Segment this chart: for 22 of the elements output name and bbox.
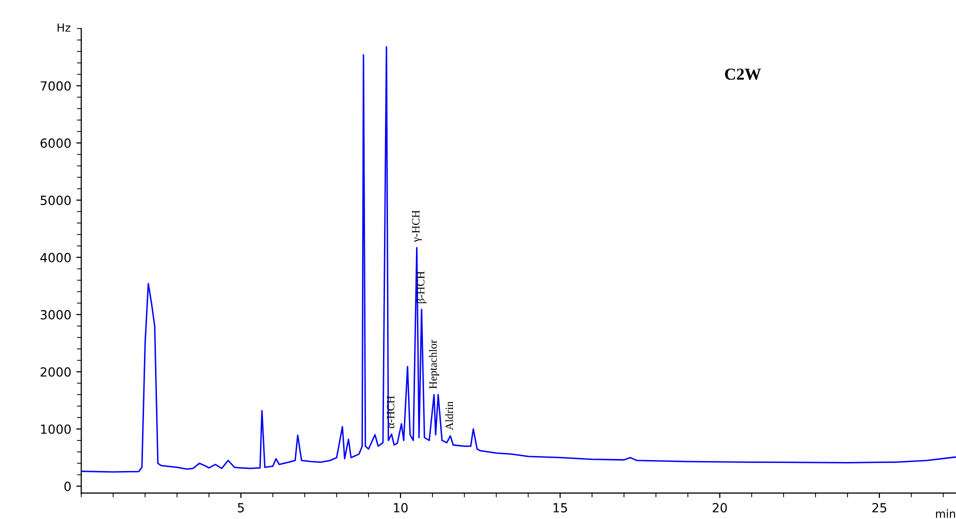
x-tick-label: 5	[238, 503, 244, 512]
y-tick-label: 6000	[40, 138, 71, 148]
annotation: α-HCH	[386, 396, 394, 428]
y-tick-label: 4000	[40, 252, 71, 262]
annotation: γ-HCH	[412, 210, 422, 242]
annotation: Aldrin	[445, 401, 454, 430]
x-tick-label: 15	[554, 503, 567, 512]
line-series	[82, 46, 956, 473]
x-tick-label: 25	[872, 502, 886, 512]
y-tick-label: 5000	[40, 196, 71, 206]
y-tick-label: 2000	[40, 367, 71, 377]
text: C2W	[725, 68, 761, 80]
y-tick-label: 0	[64, 482, 71, 492]
x-axis-title: min	[936, 509, 956, 518]
y-tick-label: 7000	[40, 81, 71, 91]
y-axis-title: Hz	[58, 24, 70, 32]
y-tick-label: 1000	[41, 424, 71, 434]
annotation: Heptachlor	[428, 340, 440, 389]
x-tick-label: 20	[712, 502, 727, 512]
y-tick-label: 3000	[40, 310, 71, 320]
x-tick-label: 10	[394, 502, 408, 512]
annotation: β-HCH	[416, 271, 427, 304]
